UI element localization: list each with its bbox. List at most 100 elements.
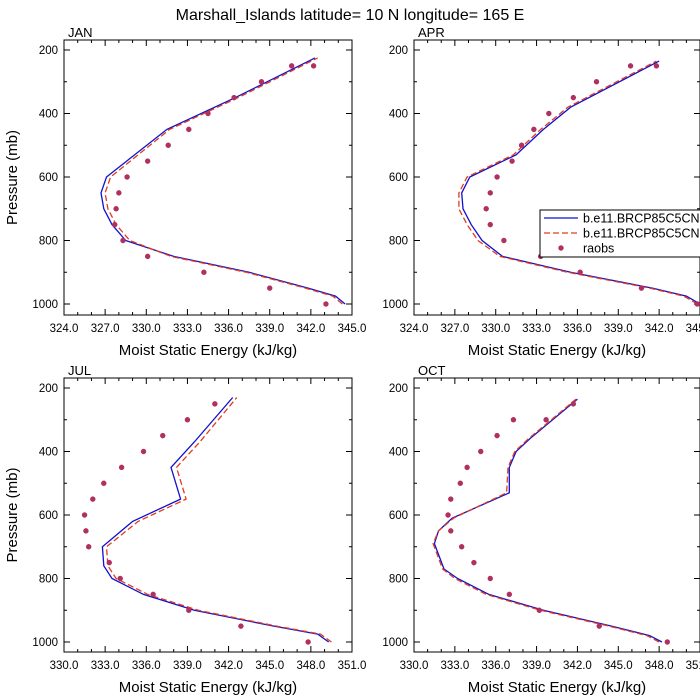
x-tick-label: 342.0 xyxy=(214,660,243,672)
y-tick-label: 1000 xyxy=(32,299,58,311)
raobs-point xyxy=(570,401,577,407)
raobs-point xyxy=(258,79,265,85)
raobs-point xyxy=(543,417,549,423)
panel-label: JAN xyxy=(68,25,93,40)
series-line-dashed xyxy=(458,60,698,305)
raobs-point xyxy=(238,623,244,629)
raobs-point xyxy=(101,480,107,486)
figure-title: Marshall_Islands latitude= 10 N longitud… xyxy=(176,7,525,24)
plot-frame xyxy=(413,39,700,316)
raobs-point xyxy=(231,94,237,101)
raobs-point xyxy=(445,512,451,518)
raobs-point xyxy=(501,237,507,244)
x-tick-label: 327.0 xyxy=(440,323,469,335)
y-tick-label: 400 xyxy=(389,109,408,121)
x-tick-label: 336.0 xyxy=(563,323,592,335)
x-tick-label: 351.0 xyxy=(338,660,367,672)
raobs-point xyxy=(506,591,513,598)
x-tick-label: 336.0 xyxy=(481,660,510,672)
legend-entry: b.e11.BRCP85C5CN xyxy=(544,212,700,226)
raobs-point xyxy=(165,142,171,148)
raobs-point xyxy=(448,496,454,502)
raobs-point xyxy=(112,221,118,228)
raobs-point xyxy=(184,417,191,423)
raobs-point xyxy=(140,448,147,455)
x-tick-label: 342.0 xyxy=(645,323,674,335)
x-tick-label: 345.0 xyxy=(604,660,633,672)
y-tick-label: 400 xyxy=(39,447,58,459)
raobs-point xyxy=(201,269,207,275)
raobs-point xyxy=(471,559,477,566)
y-tick-label: 800 xyxy=(389,236,408,248)
x-tick-label: 348.0 xyxy=(296,660,325,672)
raobs-point xyxy=(305,639,311,645)
raobs-point xyxy=(458,544,465,550)
plot-frame xyxy=(63,39,353,316)
raobs-point xyxy=(144,253,151,260)
raobs-point xyxy=(323,301,329,307)
plot-frame xyxy=(413,377,700,653)
panel-label: OCT xyxy=(418,363,446,378)
y-tick-label: 600 xyxy=(39,510,58,522)
raobs-point xyxy=(124,174,130,180)
series-line-dashed xyxy=(432,398,660,643)
raobs-point xyxy=(116,190,122,196)
raobs-point xyxy=(186,607,192,613)
y-tick-label: 400 xyxy=(39,109,58,121)
x-tick-label: 351.0 xyxy=(686,660,700,672)
y-tick-label: 200 xyxy=(389,45,408,57)
x-tick-label: 339.0 xyxy=(604,323,633,335)
raobs-point xyxy=(90,496,96,502)
raobs-point xyxy=(205,110,211,117)
x-tick-label: 342.0 xyxy=(296,323,325,335)
x-axis-label: Moist Static Energy (kJ/kg) xyxy=(119,679,297,696)
panel-jan: JAN 324.0 327.0 330.0 333.0 336.0 339.0 342.0 34… xyxy=(4,25,366,359)
raobs-point xyxy=(160,432,166,439)
x-tick-label: 333.0 xyxy=(173,323,202,335)
raobs-point xyxy=(113,206,119,212)
legend-marker-dot xyxy=(558,245,564,251)
raobs-point xyxy=(120,237,126,244)
raobs-point xyxy=(487,190,493,196)
y-axis-label: Pressure (mb) xyxy=(4,130,21,225)
x-tick-label: 330.0 xyxy=(481,323,510,335)
raobs-point xyxy=(483,206,489,212)
x-tick-label: 324.0 xyxy=(400,323,429,335)
y-tick-label: 200 xyxy=(389,383,408,395)
raobs-point xyxy=(570,94,577,101)
raobs-point xyxy=(638,285,645,291)
x-tick-label: 345.0 xyxy=(338,323,367,335)
x-tick-label: 345.0 xyxy=(255,660,284,672)
x-tick-label: 336.0 xyxy=(132,660,161,672)
legend-entry: b.e11.BRCP85C5CN xyxy=(544,227,700,241)
x-tick-label: 339.0 xyxy=(522,660,551,672)
raobs-point xyxy=(546,110,552,117)
raobs-point xyxy=(509,158,515,164)
x-tick-label: 348.0 xyxy=(645,660,674,672)
panels: JAN 324.0 327.0 330.0 333.0 336.0 339.0 342.0 34… xyxy=(4,25,700,696)
raobs-point xyxy=(106,559,112,566)
x-tick-label: 330.0 xyxy=(132,323,161,335)
y-tick-label: 800 xyxy=(389,574,408,586)
series-line-solid xyxy=(101,397,330,643)
raobs-point xyxy=(288,63,295,69)
panel-jul: JUL 330.0 333.0 336.0 339.0 342.0 345.0 348.0 35… xyxy=(4,363,366,696)
x-tick-label: 330.0 xyxy=(400,660,429,672)
y-tick-label: 400 xyxy=(389,447,408,459)
raobs-point xyxy=(487,221,493,228)
raobs-point xyxy=(694,301,700,307)
panel-oct: OCT 330.0 333.0 336.0 339.0 342.0 345.0 348.0 35… xyxy=(382,363,700,696)
raobs-point xyxy=(212,401,218,407)
raobs-point xyxy=(627,63,634,69)
y-tick-label: 1000 xyxy=(32,637,58,649)
raobs-point xyxy=(448,528,454,534)
x-tick-label: 345.0 xyxy=(686,323,700,335)
x-axis-label: Moist Static Energy (kJ/kg) xyxy=(119,342,297,359)
raobs-point xyxy=(664,639,671,645)
x-tick-label: 339.0 xyxy=(255,323,284,335)
raobs-point xyxy=(117,575,123,582)
raobs-point xyxy=(653,63,660,69)
series-line-solid xyxy=(100,57,346,305)
plot-frame xyxy=(63,377,353,653)
